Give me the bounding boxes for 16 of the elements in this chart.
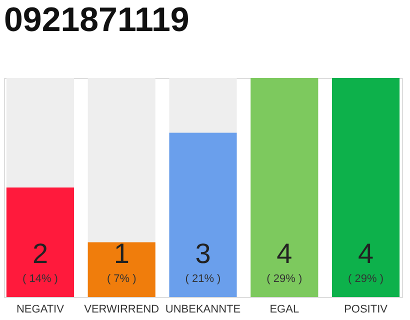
x-tick-label: POSITIV (344, 304, 388, 316)
data-label: 4 (276, 238, 292, 269)
data-label: 3 (195, 238, 211, 269)
chart-title: 0921871119 (4, 1, 190, 39)
annotation: ( 29% ) (266, 273, 302, 285)
x-tick-label: EGAL (270, 304, 300, 316)
x-tick-label: VERWIRREND (84, 304, 160, 316)
annotation: ( 21% ) (185, 273, 221, 285)
data-label: 2 (32, 238, 48, 269)
annotation: ( 14% ) (22, 273, 58, 285)
annotation: ( 7% ) (106, 273, 136, 285)
data-label: 1 (114, 238, 130, 269)
data-label: 4 (358, 238, 374, 269)
x-tick-label: NEGATIV (16, 304, 65, 316)
annotation: ( 29% ) (348, 273, 384, 285)
x-tick-label: UNBEKANNTE (165, 304, 241, 316)
